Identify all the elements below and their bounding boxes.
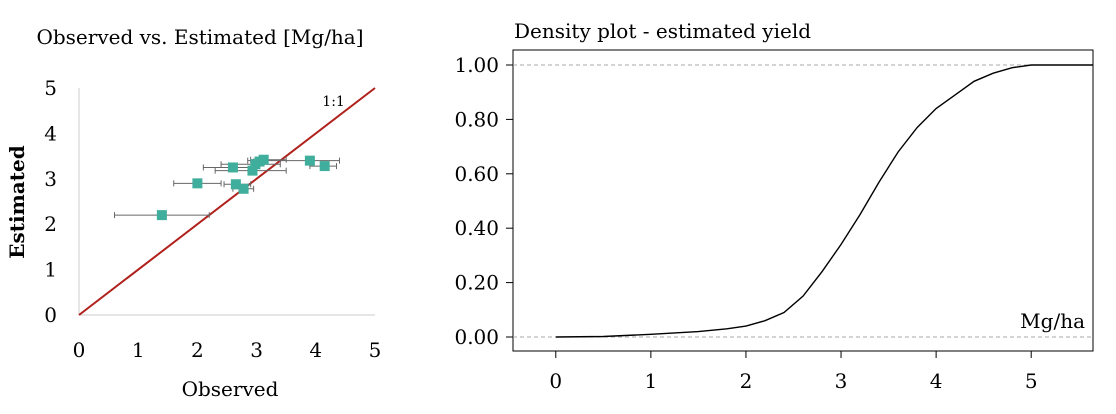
data-point [238, 183, 249, 194]
x-axis-label: Observed [182, 377, 279, 401]
x-tick-label: 4 [309, 338, 322, 362]
y-tick-label: 0.80 [454, 107, 499, 131]
chart-title: Observed vs. Estimated [Mg/ha] [36, 25, 363, 49]
one-to-one-line [78, 87, 376, 316]
y-tick-label: 0.40 [454, 216, 499, 240]
data-point [319, 161, 330, 172]
data-point [156, 210, 167, 221]
y-tick-label: 1.00 [454, 53, 499, 77]
data-point [258, 154, 269, 165]
data-point [227, 162, 238, 173]
x-tick-label: 3 [250, 338, 263, 362]
y-tick-label: 3 [44, 167, 57, 191]
reference-lines [513, 64, 1093, 338]
data-points [156, 154, 330, 221]
data-point [192, 178, 203, 189]
error-bars [114, 156, 340, 219]
x-tick-label: 0 [73, 338, 86, 362]
x-tick-label: 2 [191, 338, 204, 362]
cumulative-density-line [555, 64, 1093, 338]
x-tick-label: 2 [740, 369, 753, 393]
y-tick-label: 4 [44, 121, 57, 145]
x-axis-label: Mg/ha [1020, 309, 1085, 333]
y-tick-label: 0.00 [454, 325, 499, 349]
x-tick-label: 1 [645, 369, 658, 393]
x-tick-label: 5 [369, 338, 382, 362]
x-ticks: 0 1 2 3 4 5 [549, 351, 1038, 393]
y-tick-label: 1 [44, 258, 57, 282]
data-point [247, 165, 258, 176]
reference-line-label: 1:1 [322, 94, 345, 110]
chart-title: Density plot - estimated yield [514, 19, 811, 43]
y-tick-label: 2 [44, 212, 57, 236]
x-tick-label: 3 [835, 369, 848, 393]
data-point [304, 155, 315, 166]
density-plot-chart: Density plot - estimated yield 0 1 2 3 4 5 0.… [454, 19, 1094, 393]
y-tick-label: 0.20 [454, 271, 499, 295]
y-tick-label: 0.60 [454, 162, 499, 186]
y-tick-label: 5 [44, 76, 57, 100]
x-tick-labels: 0 1 2 3 4 5 [73, 338, 382, 362]
y-ticks: 0.00 0.20 0.40 0.60 0.80 1.00 [454, 53, 513, 349]
data-point [230, 179, 241, 190]
observed-vs-estimated-chart: Observed vs. Estimated [Mg/ha] 1:1 0 1 2 3 4… [5, 25, 381, 401]
x-tick-label: 0 [549, 369, 562, 393]
x-tick-label: 5 [1025, 369, 1038, 393]
y-axis-label: Estimated [5, 145, 29, 258]
plot-frame [512, 49, 1094, 352]
y-tick-labels: 0 1 2 3 4 5 [44, 76, 57, 327]
x-tick-label: 1 [132, 338, 145, 362]
axes [78, 88, 375, 316]
y-tick-label: 0 [44, 303, 57, 327]
x-tick-label: 4 [930, 369, 943, 393]
reference-line-group [78, 87, 376, 316]
